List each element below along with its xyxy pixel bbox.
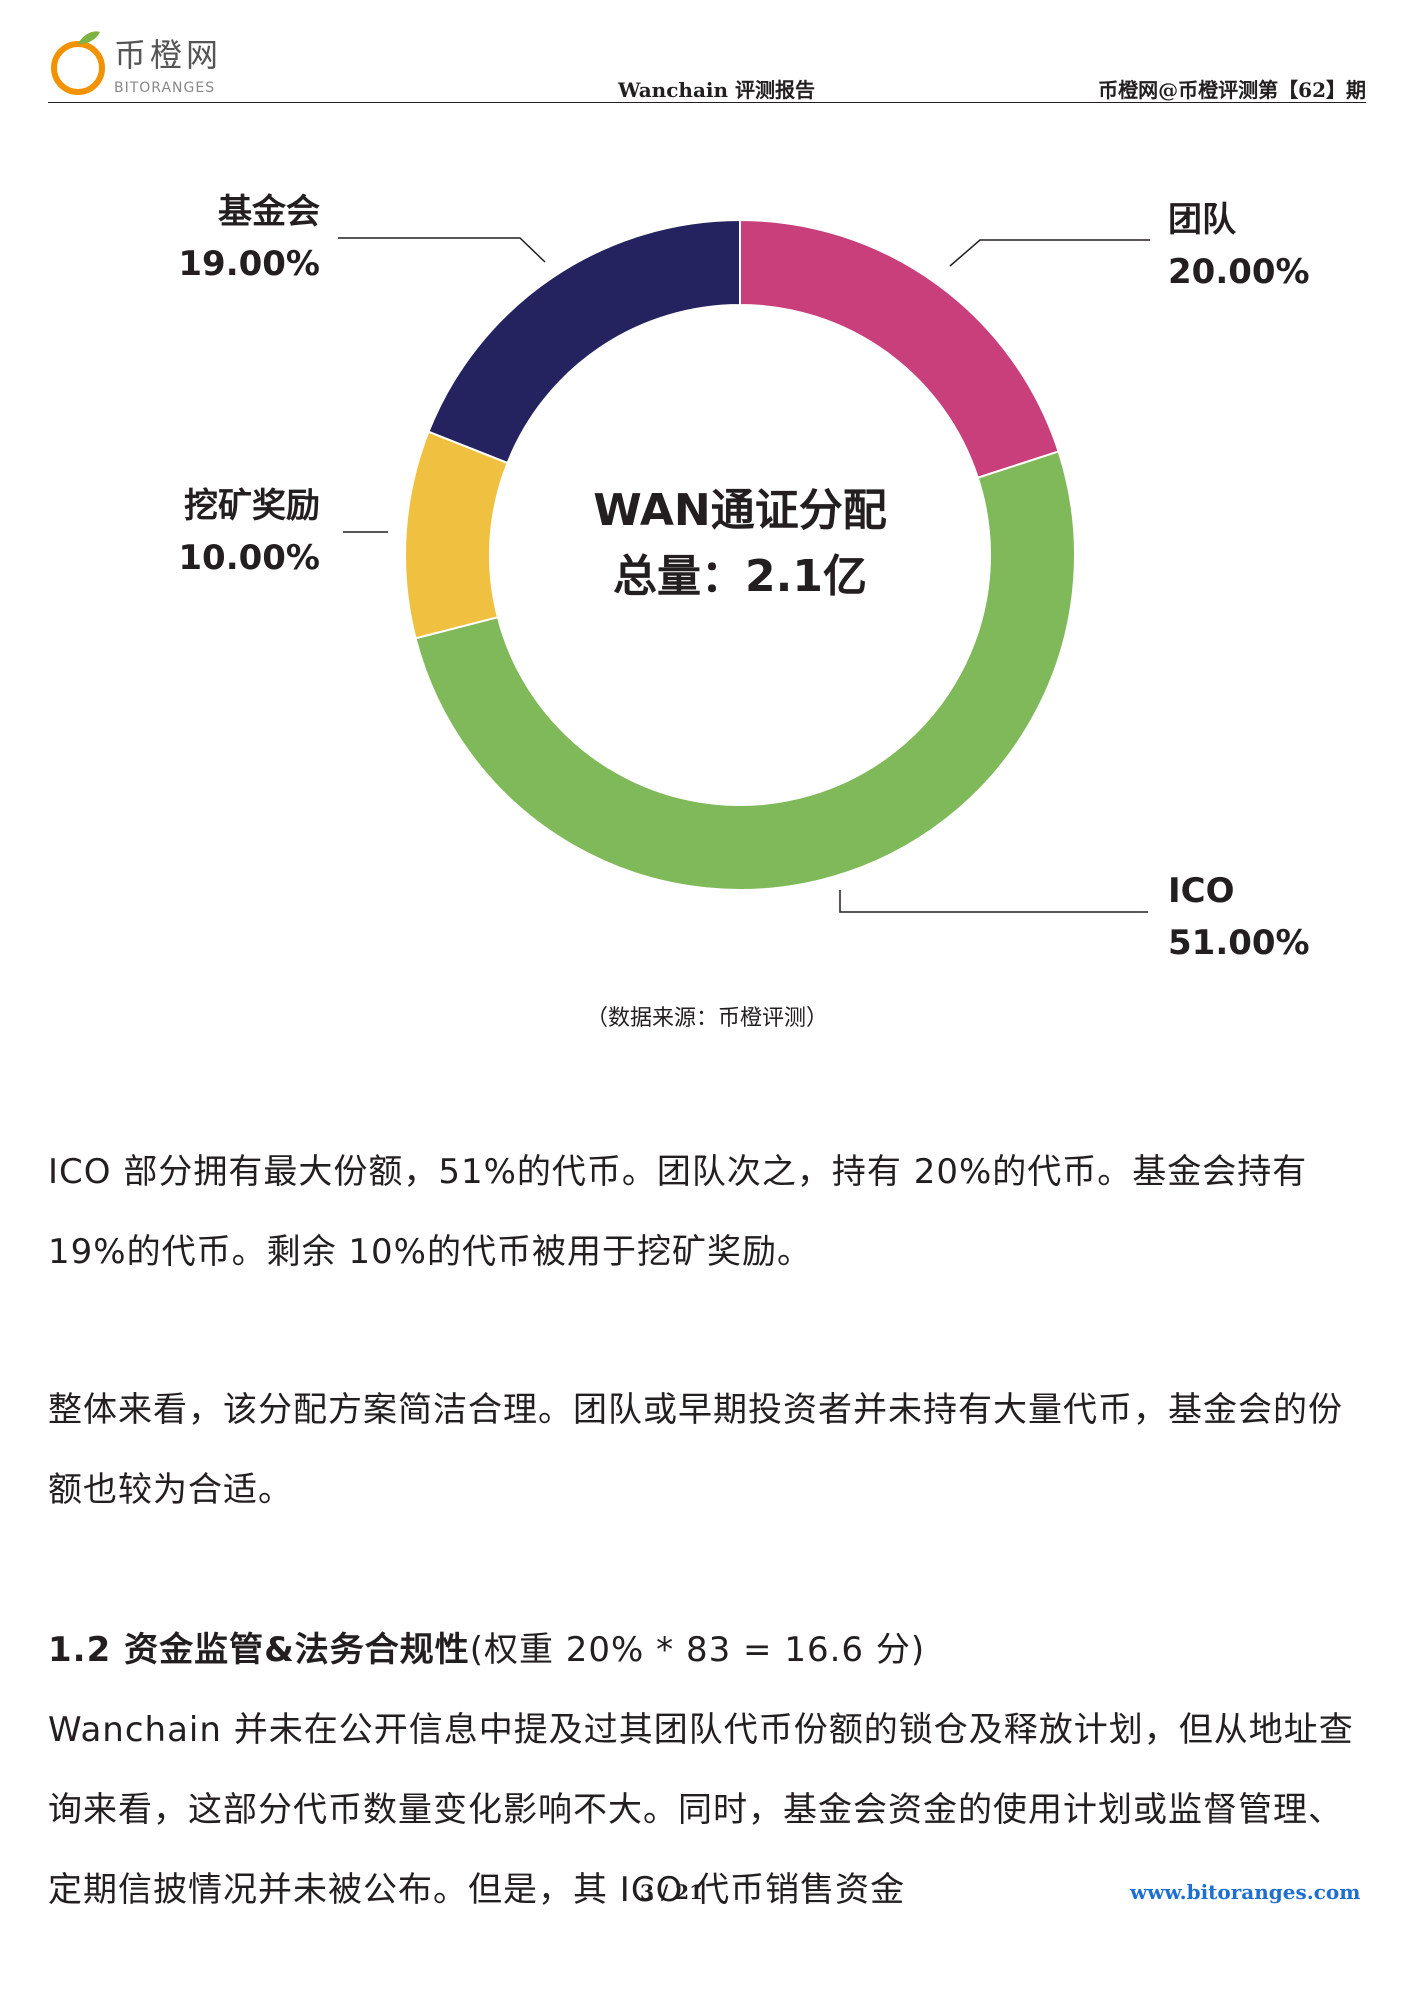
paragraph-fund-supervision: Wanchain 并未在公开信息中提及过其团队代币份额的锁仓及释放计划，但从地址… — [48, 1710, 1354, 1910]
paragraph-summary: 整体来看，该分配方案简洁合理。团队或早期投资者并未持有大量代币，基金会的份额也较… — [48, 1390, 1343, 1510]
chart-center-line-2: 总量：2.1亿 — [613, 551, 867, 602]
page-header: 币橙网 BITORANGES Wanchain 评测报告 币橙网@币橙评测第【6… — [48, 18, 1366, 103]
slice-label-ico: ICO 51.00% — [1168, 865, 1310, 969]
data-source-caption: （数据来源：币橙评测） — [585, 1006, 828, 1031]
slice-name: 挖矿奖励 — [184, 486, 320, 526]
leader-line-foundation — [338, 237, 546, 263]
donut-slice-1 — [414, 450, 1077, 892]
slice-name: 团队 — [1168, 200, 1236, 240]
slice-name: 基金会 — [218, 192, 320, 232]
section-title: 1.2 资金监管&法务合规性 — [48, 1630, 470, 1670]
slice-label-foundation: 基金会 19.00% — [160, 186, 320, 290]
report-title: Wanchain 评测报告 — [618, 78, 816, 102]
donut-slice-2 — [404, 430, 509, 640]
chart-center-line-1: WAN通证分配 — [593, 485, 887, 536]
donut-chart — [338, 218, 1150, 913]
donut-slice-0 — [739, 218, 1060, 480]
leader-line-ico — [839, 890, 1148, 913]
token-distribution-chart: 团队 20.00% ICO 51.00% 挖矿奖励 10.00% 基金会 19.… — [0, 120, 1414, 980]
slice-label-mining: 挖矿奖励 10.00% — [160, 480, 320, 584]
orange-logo-icon — [51, 31, 105, 95]
paragraph-allocation: ICO 部分拥有最大份额，51%的代币。团队次之，持有 20%的代币。基金会持有… — [48, 1152, 1308, 1272]
issue-label: 币橙网@币橙评测第【62】期 — [1098, 78, 1366, 102]
donut-slice-3 — [427, 218, 741, 465]
slice-percent: 19.00% — [178, 244, 320, 284]
bitoranges-logo: 币橙网 BITORANGES — [48, 18, 248, 102]
page-number: 3 / 21 — [640, 1880, 703, 1904]
slice-percent: 51.00% — [1168, 923, 1310, 963]
leader-line-team — [949, 239, 1150, 267]
slice-percent: 10.00% — [178, 538, 320, 578]
logo-text-en: BITORANGES — [114, 80, 216, 96]
slice-percent: 20.00% — [1168, 252, 1310, 292]
slice-name: ICO — [1168, 871, 1235, 911]
logo-text-cn: 币橙网 — [114, 36, 223, 74]
chart-center-title: WAN通证分配 总量：2.1亿 — [540, 478, 940, 610]
footer-url-link[interactable]: www.bitoranges.com — [1130, 1880, 1361, 1904]
section-weight: (权重 20% * 83 = 16.6 分) — [469, 1630, 926, 1670]
section-heading: 1.2 资金监管&法务合规性(权重 20% * 83 = 16.6 分) — [48, 1610, 1368, 1690]
slice-label-team: 团队 20.00% — [1168, 194, 1310, 298]
